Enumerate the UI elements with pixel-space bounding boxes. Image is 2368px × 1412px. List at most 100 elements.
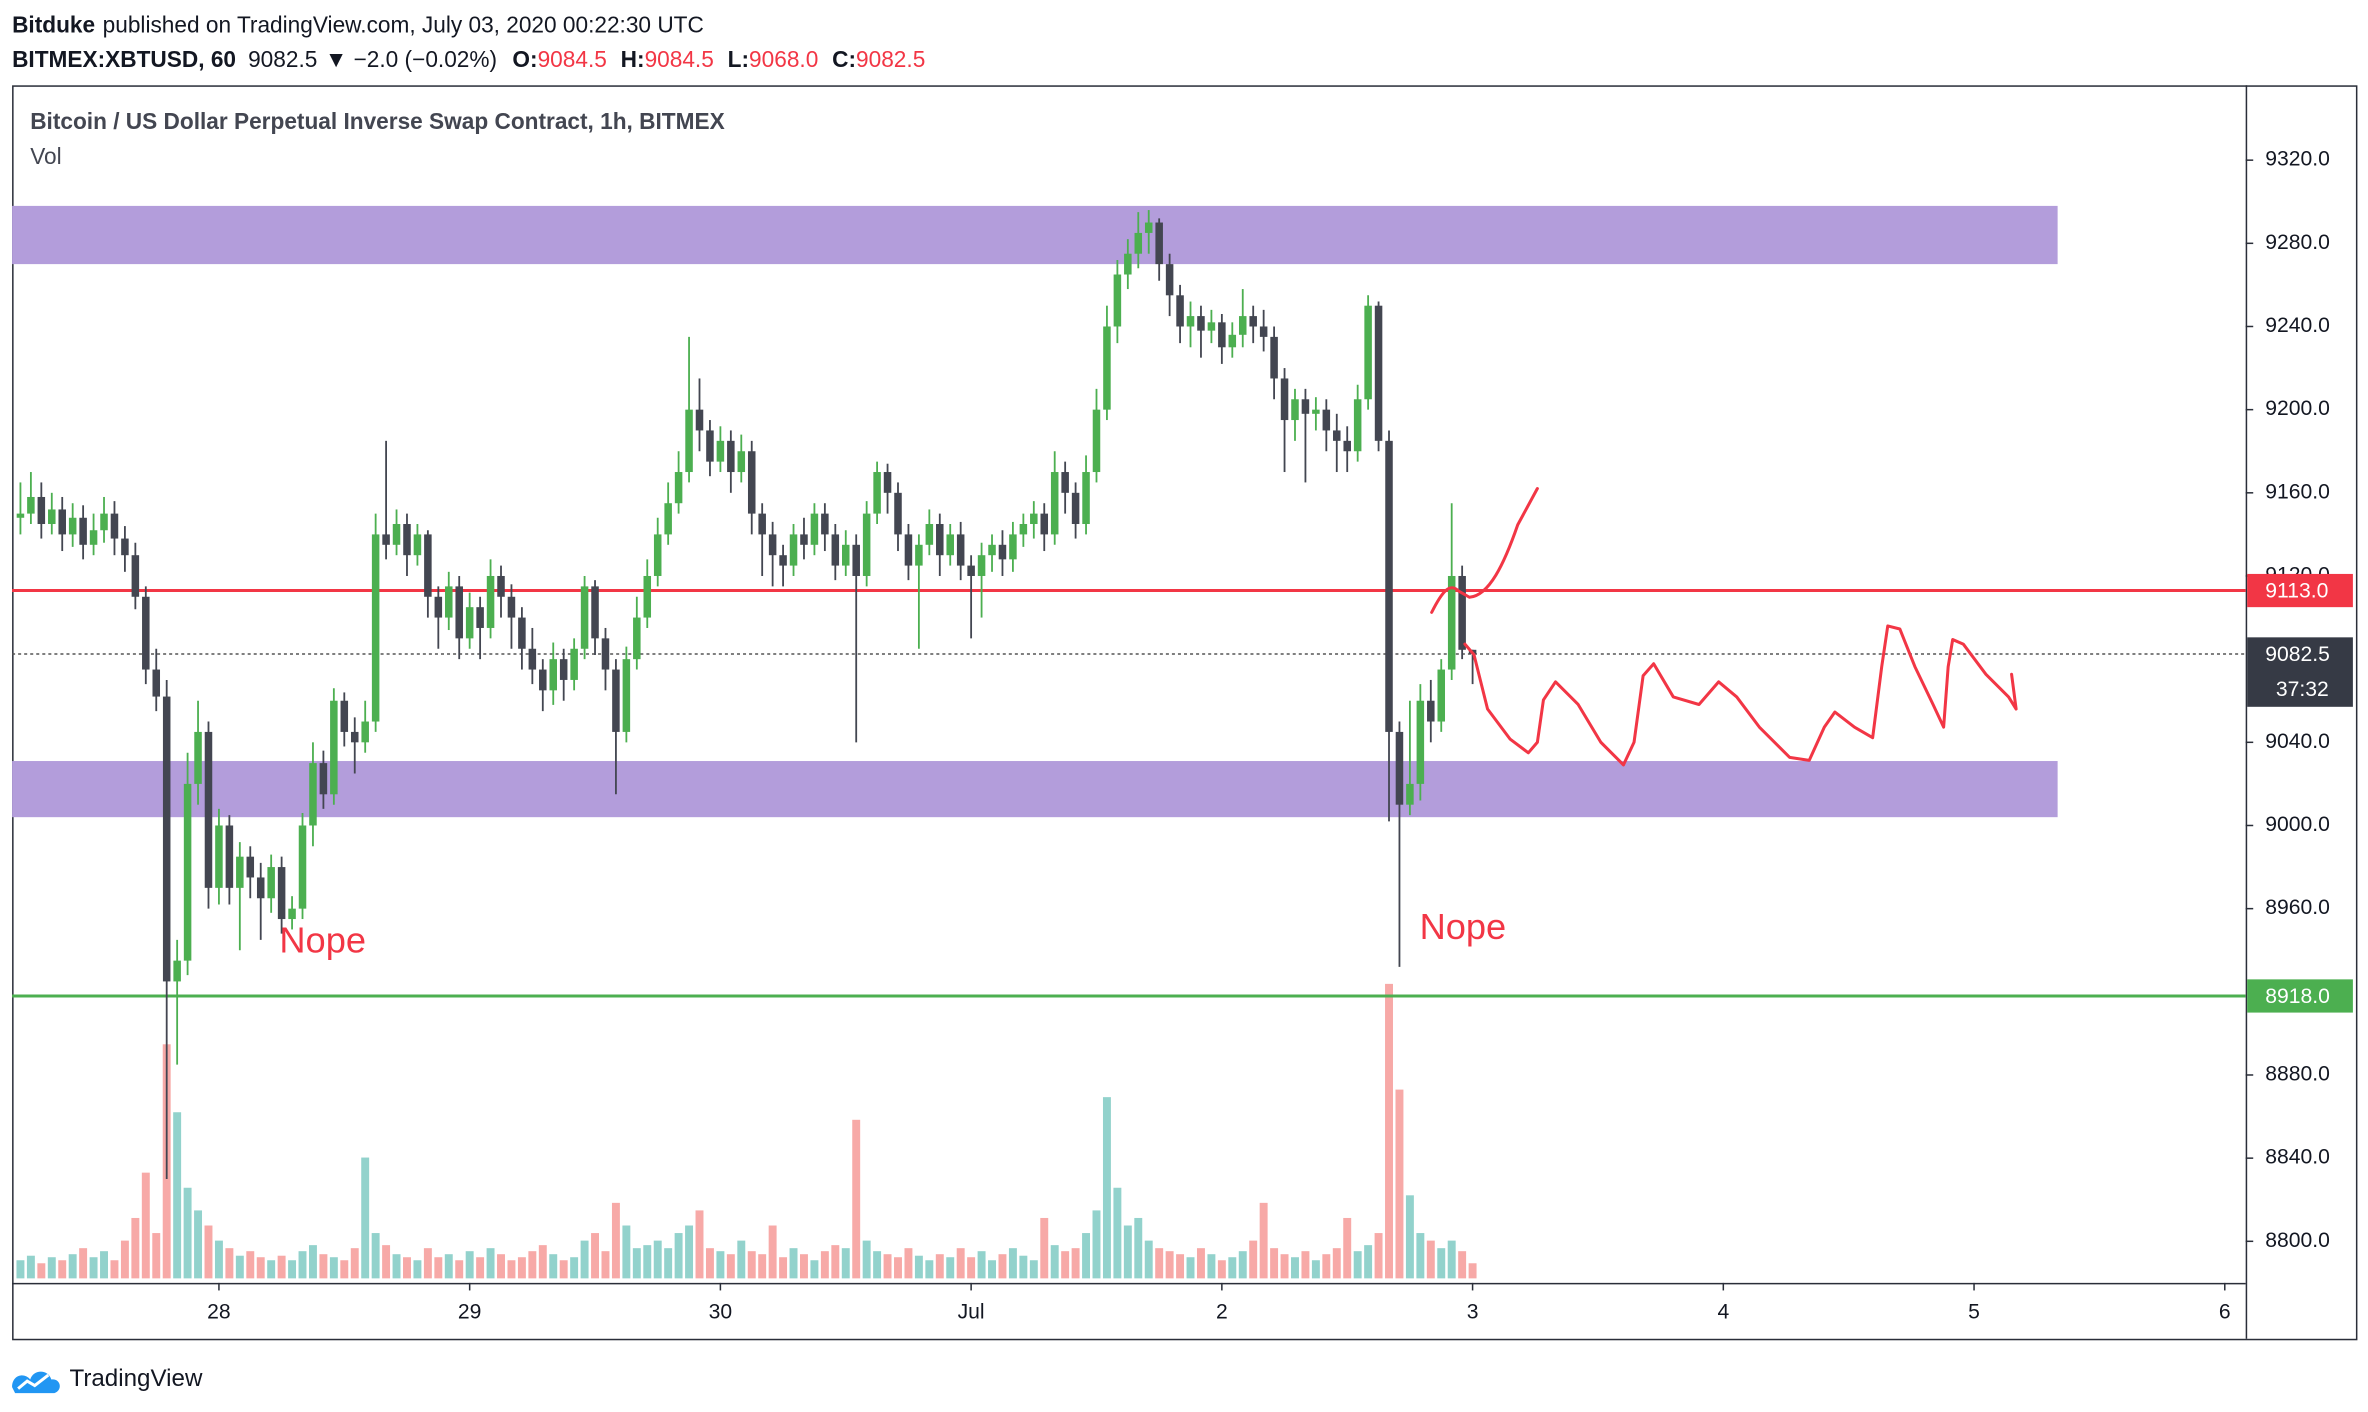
candle-body <box>967 565 975 576</box>
volume-bar <box>904 1248 913 1279</box>
candle-body <box>350 731 359 743</box>
volume-bar <box>1405 1195 1414 1279</box>
candle-body <box>476 607 484 628</box>
volume-bar <box>1071 1248 1080 1279</box>
volume-bar <box>1102 1097 1111 1279</box>
volume-bar <box>716 1251 725 1279</box>
volume-bar <box>423 1248 432 1279</box>
symbol: BITMEX:XBTUSD, 60 <box>12 46 236 72</box>
volume-bar <box>810 1260 819 1279</box>
volume-bar <box>58 1260 67 1279</box>
candle-body <box>727 440 735 473</box>
volume-bar <box>1374 1233 1383 1279</box>
volume-bar <box>1123 1225 1132 1279</box>
y-tick-label: 8880.0 <box>2265 1063 2330 1086</box>
candle-body <box>246 856 255 878</box>
candle-body <box>1447 575 1456 670</box>
candle-body <box>194 731 202 784</box>
candle-body <box>1301 399 1310 414</box>
plot <box>12 205 2246 1279</box>
x-tick-label: Jul <box>958 1301 985 1324</box>
candle-body <box>215 825 223 888</box>
last-price-tag <box>2247 637 2353 707</box>
candle-body <box>445 586 453 618</box>
candle-body <box>1228 334 1237 348</box>
candle-body <box>925 524 934 545</box>
logo-line <box>17 1373 50 1390</box>
candle-body <box>1249 316 1257 327</box>
candle-body <box>779 555 787 566</box>
candle-body <box>559 659 568 680</box>
volume-bar <box>455 1260 464 1279</box>
candle-body <box>570 648 578 680</box>
candle-body <box>121 538 129 556</box>
x-tick-label: 30 <box>709 1301 733 1324</box>
volume-bar <box>403 1257 411 1279</box>
candle-body <box>497 575 505 597</box>
candle-body <box>873 472 881 514</box>
volume-bar <box>1008 1248 1017 1279</box>
volume-bar <box>1311 1260 1320 1279</box>
volume-bar <box>1061 1251 1070 1279</box>
candle-body <box>1124 253 1132 275</box>
volume-bar <box>1092 1210 1101 1279</box>
volume-bar <box>1353 1251 1362 1279</box>
logo-cloud <box>12 1371 60 1394</box>
volume-bar <box>152 1233 161 1279</box>
candle-body <box>89 530 98 545</box>
last: 9082.5 <box>248 46 317 72</box>
candle-body <box>392 524 401 545</box>
ohlc-value: 9084.5 <box>645 46 714 72</box>
candle-body <box>27 496 35 514</box>
volume-bar <box>382 1245 391 1279</box>
candle-body <box>183 783 192 961</box>
candle-body <box>894 492 902 535</box>
volume-bar <box>340 1260 349 1279</box>
candle-body <box>653 534 662 576</box>
candle-body <box>946 534 954 556</box>
candle-body <box>340 700 349 732</box>
candle-body <box>1050 472 1059 535</box>
ohlc-key: H: <box>621 46 645 72</box>
volume-bar <box>517 1257 526 1279</box>
volume-bar <box>392 1254 401 1279</box>
volume-bar <box>1416 1233 1425 1279</box>
volume-bar <box>1301 1251 1310 1279</box>
volume-bar <box>267 1260 276 1279</box>
candle-body <box>518 617 526 649</box>
change: ▼ −2.0 (−0.02%) <box>325 46 497 72</box>
candle-body <box>256 877 265 899</box>
volume-bar <box>914 1255 923 1279</box>
volume-bar <box>1291 1257 1299 1279</box>
volume-bar <box>444 1254 453 1279</box>
candle-body <box>842 544 850 566</box>
volume-bar <box>758 1254 767 1279</box>
volume-bar <box>235 1255 244 1279</box>
volume-bar <box>476 1257 485 1279</box>
candle-body <box>142 596 150 670</box>
candle-body <box>455 586 463 639</box>
y-tick-label: 9200.0 <box>2265 397 2330 420</box>
x-tick-label: 6 <box>2219 1301 2231 1324</box>
volume-bar <box>434 1257 443 1279</box>
candle-body <box>1176 295 1184 327</box>
x-tick-label: 4 <box>1717 1301 1729 1324</box>
candle-body <box>768 534 777 556</box>
volume-bar <box>100 1251 108 1279</box>
candle-body <box>1103 326 1111 410</box>
ohlc-value: 9082.5 <box>856 46 925 72</box>
candle-body <box>1385 440 1393 732</box>
candle-body <box>1019 524 1028 535</box>
ohlc-key: L: <box>728 46 749 72</box>
volume-bar <box>89 1257 98 1279</box>
volume-bar <box>977 1251 986 1279</box>
candle-body <box>1374 305 1383 441</box>
volume-bar <box>246 1251 255 1279</box>
candle-body <box>1238 316 1247 335</box>
volume-bar <box>800 1254 808 1279</box>
volume-bar <box>1395 1089 1404 1279</box>
volume-bar <box>894 1257 902 1279</box>
candle-body <box>1395 731 1404 805</box>
volume-bar <box>685 1225 694 1279</box>
volume-bar <box>998 1254 1007 1279</box>
